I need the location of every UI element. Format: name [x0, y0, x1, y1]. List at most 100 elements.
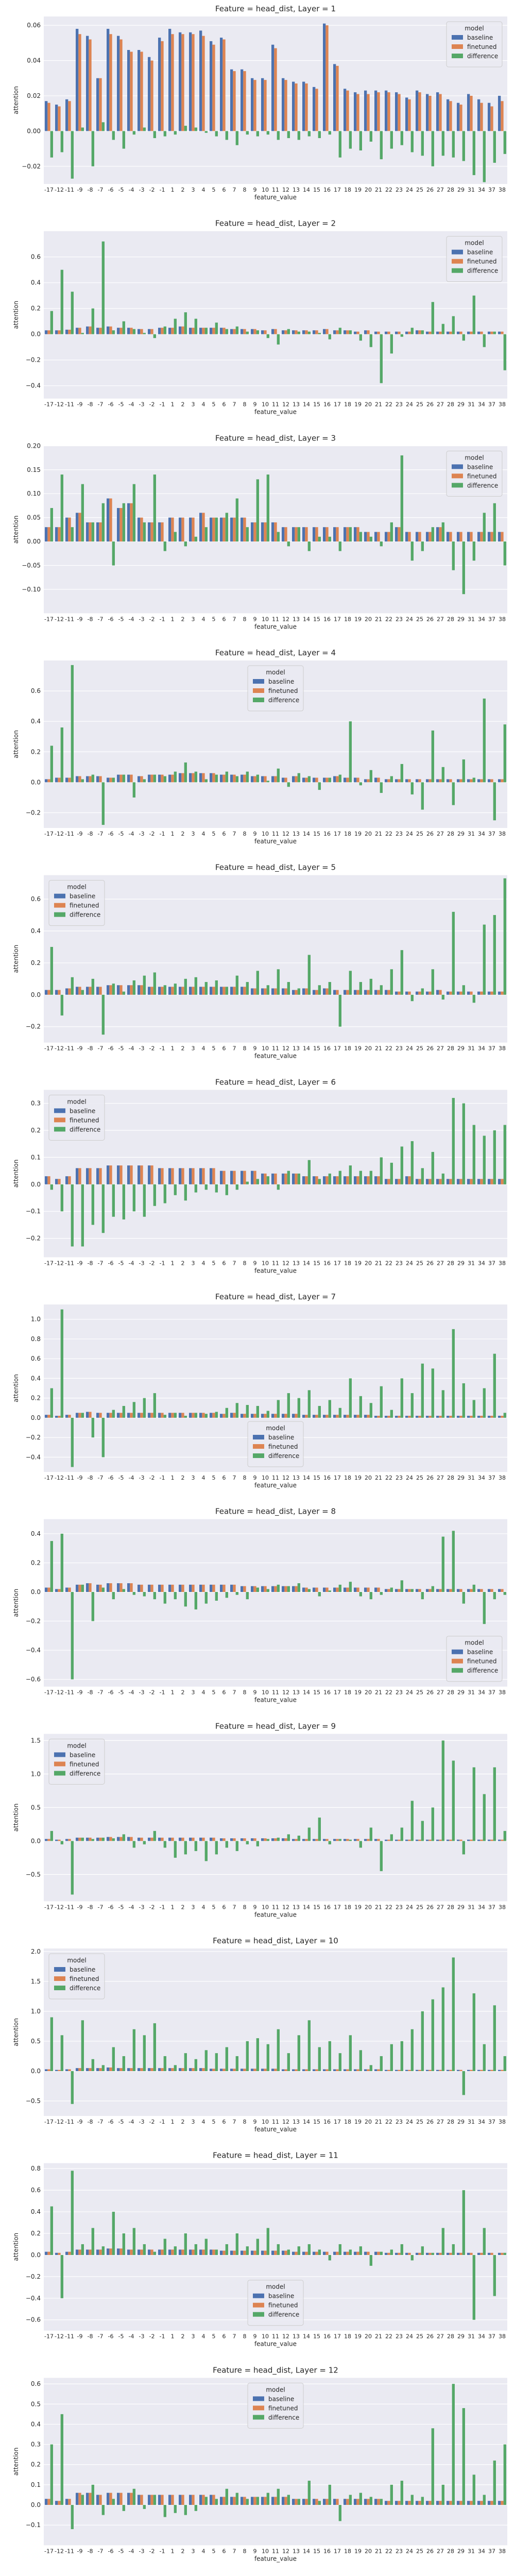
bar-finetuned-16	[325, 777, 329, 783]
bar-difference-3	[194, 1413, 197, 1418]
bar-difference--11	[71, 665, 74, 783]
bar-finetuned-17	[336, 1587, 339, 1592]
bar-difference-17	[338, 994, 341, 1027]
y-tick-label: 0.2	[31, 2461, 41, 2468]
bar-baseline--9	[76, 28, 79, 131]
bar-baseline--7	[96, 776, 99, 783]
bar-baseline-14	[302, 330, 305, 334]
bar-difference-6	[225, 513, 228, 542]
bar-finetuned--6	[109, 1837, 112, 1841]
x-tick-label: -5	[118, 831, 124, 837]
x-tick-label: 12	[282, 1689, 289, 1696]
x-tick-label: 15	[313, 1045, 320, 1052]
bar-finetuned--6	[109, 1583, 112, 1592]
bar-finetuned--12	[58, 990, 61, 995]
bar-difference--6	[112, 2047, 115, 2071]
bar-baseline-24	[405, 97, 408, 131]
bar-baseline--5	[117, 2248, 120, 2255]
bar-finetuned--11	[68, 2251, 71, 2255]
x-tick-label: -12	[55, 616, 64, 622]
bar-difference--6	[112, 777, 115, 783]
bar-difference--7	[101, 2065, 105, 2071]
bar-baseline--9	[76, 987, 79, 995]
bar-finetuned-27	[439, 2501, 442, 2505]
bar-finetuned-27	[439, 527, 442, 542]
bar-baseline--7	[96, 1837, 99, 1841]
bar-baseline-22	[385, 779, 388, 783]
bar-difference--3	[143, 1398, 146, 1418]
bar-baseline--17	[45, 2251, 48, 2255]
bar-difference-4	[204, 1591, 208, 1604]
bar-baseline-29	[457, 1839, 460, 1841]
x-tick-label: 21	[375, 401, 382, 408]
bar-difference-26	[431, 969, 434, 995]
bar-baseline--4	[127, 1837, 130, 1841]
bar-baseline-25	[416, 2070, 419, 2071]
bar-difference-13	[297, 988, 300, 995]
bar-difference-27	[441, 324, 444, 334]
x-tick-label: 14	[303, 401, 310, 408]
bar-difference-31	[472, 541, 475, 561]
bar-difference--1	[163, 1184, 166, 1204]
y-tick-label: −0.4	[26, 1647, 41, 1654]
x-tick-label: 7	[233, 1475, 236, 1481]
bar-finetuned--11	[68, 2069, 71, 2071]
x-tick-label: 18	[344, 1475, 351, 1481]
x-tick-label: 20	[365, 1689, 372, 1696]
bar-baseline-17	[333, 330, 336, 334]
bar-baseline-25	[416, 330, 419, 334]
chart-panel-1: Feature = head_dist, Layer = 1−0.020.000…	[12, 4, 507, 201]
x-tick-label: 3	[192, 401, 195, 408]
x-tick-label: 1	[171, 1260, 175, 1266]
bar-finetuned-17	[336, 776, 339, 783]
bar-baseline-37	[488, 779, 491, 783]
y-tick-label: 0.1	[31, 2481, 41, 2488]
bar-difference-7	[235, 776, 238, 783]
bar-finetuned-6	[222, 39, 226, 131]
x-tick-label: -12	[55, 2333, 64, 2340]
bar-finetuned-16	[325, 1587, 329, 1592]
legend-label-baseline: baseline	[70, 1107, 95, 1114]
bar-baseline-24	[405, 991, 408, 995]
x-tick-label: -3	[139, 401, 145, 408]
bar-finetuned-26	[428, 991, 432, 995]
x-tick-label: 11	[272, 616, 279, 622]
x-tick-label: 2	[181, 2119, 185, 2125]
bar-baseline-13	[292, 1173, 295, 1184]
bar-finetuned--12	[58, 1589, 61, 1592]
bar-baseline-18	[344, 1176, 347, 1184]
bar-finetuned-17	[336, 1176, 339, 1184]
bar-difference-7	[235, 975, 238, 995]
x-tick-label: 26	[426, 2119, 434, 2125]
bar-baseline-34	[477, 532, 480, 542]
bar-finetuned--1	[161, 987, 164, 995]
bar-difference-19	[359, 782, 362, 786]
bar-difference--12	[60, 727, 63, 783]
bar-finetuned-1	[171, 1168, 174, 1184]
x-tick-label: 14	[303, 1904, 310, 1910]
bar-baseline-16	[323, 23, 326, 131]
bar-baseline--8	[86, 522, 89, 542]
x-tick-label: 3	[192, 1904, 195, 1910]
bar-baseline--5	[117, 508, 120, 542]
bar-difference--17	[50, 946, 53, 995]
bar-difference-9	[256, 1841, 259, 1846]
x-axis-label: feature_value	[254, 194, 297, 201]
bar-finetuned-9	[253, 329, 256, 334]
x-tick-label: 7	[233, 1260, 236, 1266]
bar-baseline-9	[251, 1171, 254, 1184]
bar-baseline-31	[467, 2252, 470, 2255]
bar-finetuned-10	[264, 2069, 267, 2071]
bar-finetuned-12	[284, 1586, 287, 1592]
bar-finetuned-31	[470, 2501, 473, 2505]
y-tick-label: 0.8	[31, 1335, 41, 1343]
bar-difference-16	[328, 1590, 331, 1592]
bar-difference-22	[390, 1587, 393, 1592]
chart-title: Feature = head_dist, Layer = 1	[215, 4, 336, 14]
bar-finetuned-27	[439, 779, 442, 783]
x-tick-label: 7	[233, 2548, 236, 2554]
x-tick-label: 37	[488, 2333, 495, 2340]
bar-finetuned-18	[346, 330, 349, 334]
bar-baseline-28	[447, 1416, 450, 1418]
x-tick-label: 23	[396, 831, 403, 837]
